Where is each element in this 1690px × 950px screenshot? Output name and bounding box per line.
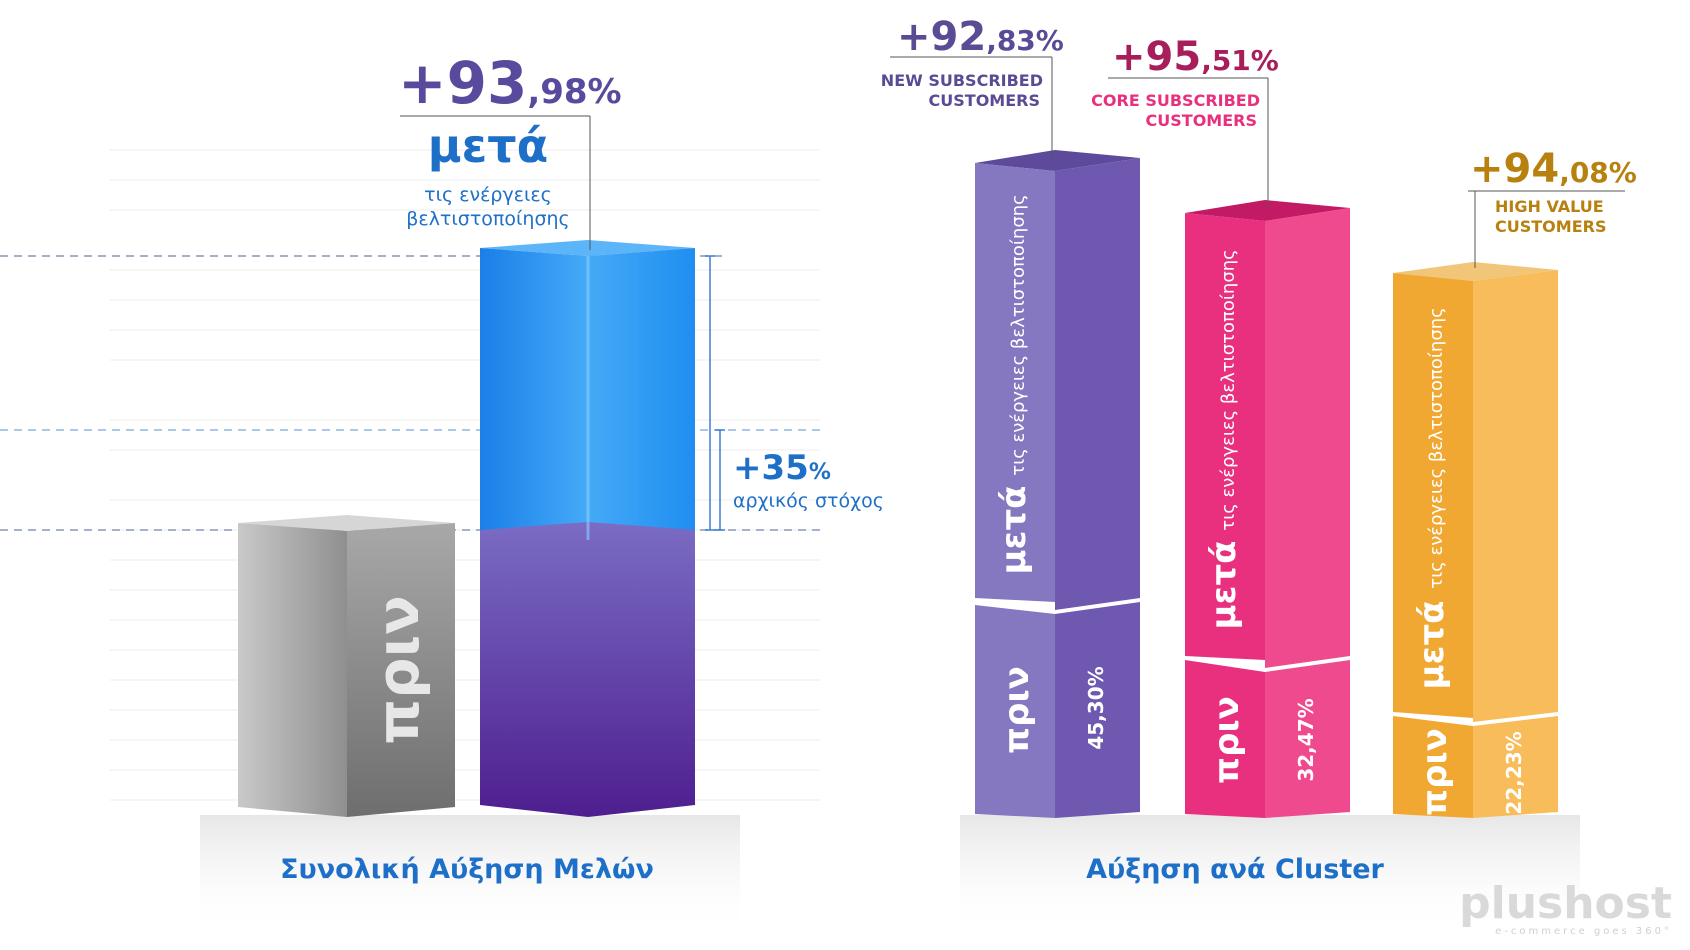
cluster-bar-high-value: μετά τις ενέργειες βελτιστοποίησης πριν … xyxy=(1393,262,1558,818)
measure-brackets xyxy=(705,255,725,531)
after-sub-line1: τις ενέργειες xyxy=(424,184,552,206)
after-bar xyxy=(480,240,695,817)
cluster-3-after-word: μετά xyxy=(1412,600,1452,689)
cluster-2-before-word: πριν xyxy=(1207,696,1247,784)
cluster-1-after-sub: τις ενέργειες βελτιστοποίησης xyxy=(1008,194,1029,475)
after-sub-line2: βελτιστοποίησης xyxy=(406,208,569,230)
cluster-2-percentage: +95,51% xyxy=(1112,34,1279,80)
cluster-bar-new-subscribed: μετά τις ενέργειες βελτιστοποίησης πριν … xyxy=(975,150,1140,818)
right-chart: μετά τις ενέργειες βελτιστοποίησης πριν … xyxy=(881,14,1637,935)
cluster-3-before-word: πριν xyxy=(1415,728,1455,816)
after-word: μετά xyxy=(428,119,548,173)
cluster-2-after-sub: τις ενέργειες βελτιστοποίησης xyxy=(1218,249,1239,530)
after-percentage: +93,98% xyxy=(398,49,622,117)
cluster-bar-core-subscribed: μετά τις ενέργειες βελτιστοποίησης πριν … xyxy=(1185,200,1350,818)
target-label: αρχικός στόχος xyxy=(733,490,884,512)
right-chart-title: Αύξηση ανά Cluster xyxy=(1086,854,1384,885)
watermark-brand: plushost xyxy=(1459,878,1672,929)
cluster-1-name-line1: NEW SUBSCRIBED xyxy=(881,71,1043,90)
plushost-watermark: plushost e-commerce goes 360° xyxy=(1459,878,1672,937)
left-chart: πριν +35% αρχικός στόχος +93,98% μετά τι… xyxy=(0,49,884,935)
watermark-tagline: e-commerce goes 360° xyxy=(1495,926,1672,937)
cluster-2-after-word: μετά xyxy=(1204,540,1244,629)
cluster-2-name-line2: CUSTOMERS xyxy=(1146,111,1257,130)
before-bar: πριν xyxy=(238,515,455,817)
left-grid xyxy=(110,149,820,801)
target-annotation: +35% xyxy=(733,448,831,488)
right-floor xyxy=(960,815,1580,935)
cluster-3-percentage: +94,08% xyxy=(1470,146,1637,192)
cluster-3-before-pct: 22,23% xyxy=(1502,731,1526,814)
cluster-3-name-line2: CUSTOMERS xyxy=(1495,217,1606,236)
cluster-2-before-pct: 32,47% xyxy=(1294,698,1318,781)
cluster-1-percentage: +92,83% xyxy=(897,14,1064,60)
cluster-1-before-word: πριν xyxy=(997,666,1037,754)
cluster-1-before-pct: 45,30% xyxy=(1084,666,1108,749)
cluster-1-after-word: μετά xyxy=(994,485,1034,574)
cluster-1-name-line2: CUSTOMERS xyxy=(929,91,1040,110)
cluster-3-name-line1: HIGH VALUE xyxy=(1495,197,1604,216)
cluster-2-name-line1: CORE SUBSCRIBED xyxy=(1091,91,1260,110)
left-chart-title: Συνολική Αύξηση Μελών xyxy=(280,854,654,885)
left-floor xyxy=(200,815,740,935)
cluster-3-after-sub: τις ενέργειες βελτιστοποίησης xyxy=(1426,307,1447,588)
before-bar-label: πριν xyxy=(364,595,432,745)
